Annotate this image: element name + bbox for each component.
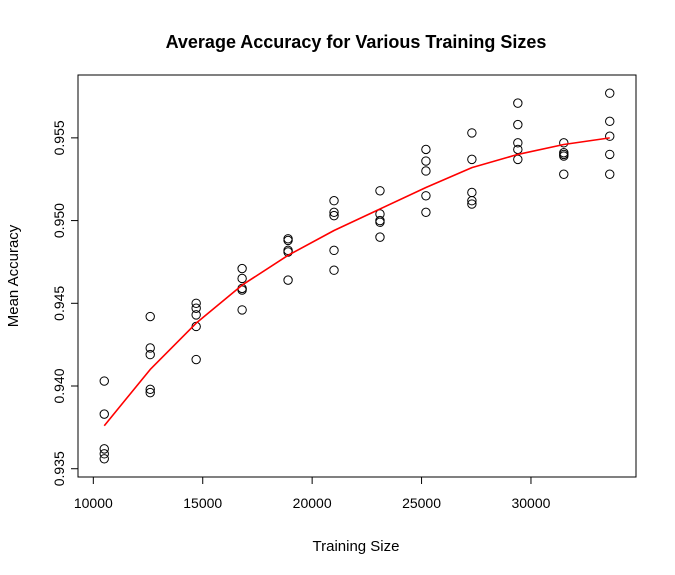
data-point [513, 119, 523, 130]
data-point [145, 311, 155, 322]
plot-frame [77, 74, 637, 478]
data-point [559, 138, 569, 148]
data-point [329, 196, 339, 206]
data-point [513, 138, 523, 148]
data-point [191, 298, 201, 308]
data-point [283, 235, 293, 246]
data-point [99, 454, 109, 464]
data-point [237, 305, 247, 315]
data-point [421, 144, 431, 155]
y-tick-label: 0.945 [51, 286, 67, 321]
data-point [145, 384, 155, 395]
y-tick-label: 0.940 [51, 368, 67, 403]
data-point [145, 387, 155, 398]
data-point [329, 265, 339, 275]
data-point [421, 191, 431, 201]
data-point [513, 144, 523, 155]
data-point [605, 131, 615, 141]
data-point [99, 444, 109, 454]
y-tick-label: 0.950 [51, 203, 67, 238]
data-point [421, 156, 431, 166]
data-point [513, 154, 523, 165]
data-point [145, 343, 155, 353]
y-tick-label: 0.955 [51, 120, 67, 155]
chart-title: Average Accuracy for Various Training Si… [166, 32, 547, 52]
data-point [329, 207, 339, 218]
data-point [513, 98, 523, 108]
data-points [99, 88, 615, 464]
data-point [605, 88, 615, 98]
data-point [559, 169, 569, 179]
data-point [467, 187, 477, 198]
data-point [421, 166, 431, 176]
data-point [99, 449, 109, 459]
data-point [467, 128, 477, 138]
y-axis: 0.935 0.940 0.945 0.950 0.955 [51, 120, 79, 486]
x-axis: 10000 15000 20000 25000 30000 [74, 476, 551, 511]
data-point [605, 169, 615, 179]
x-axis-label: Training Size [313, 538, 400, 555]
data-point [237, 273, 247, 284]
data-point [467, 196, 477, 206]
y-axis-label: Mean Accuracy [5, 224, 22, 327]
data-point [421, 207, 431, 218]
data-point [191, 303, 201, 313]
data-point [375, 232, 385, 242]
data-point [329, 245, 339, 256]
data-point [559, 151, 569, 161]
data-point [375, 186, 385, 196]
data-point [237, 263, 247, 274]
data-point [467, 199, 477, 209]
x-tick-label: 20000 [293, 495, 332, 511]
x-tick-label: 10000 [74, 495, 113, 511]
x-tick-label: 15000 [183, 495, 222, 511]
data-point [329, 210, 339, 221]
fit-lines [103, 137, 610, 427]
data-point [99, 376, 109, 386]
data-point [99, 409, 109, 419]
data-point [191, 310, 201, 320]
data-point [191, 354, 201, 365]
data-point [283, 275, 293, 285]
y-tick-label: 0.935 [51, 451, 67, 486]
fit-line [103, 137, 610, 427]
data-point [605, 149, 615, 160]
x-tick-label: 25000 [402, 495, 441, 511]
x-tick-label: 30000 [511, 495, 550, 511]
data-point [375, 217, 385, 227]
data-point [605, 116, 615, 127]
data-point [467, 154, 477, 165]
data-point [145, 349, 155, 360]
